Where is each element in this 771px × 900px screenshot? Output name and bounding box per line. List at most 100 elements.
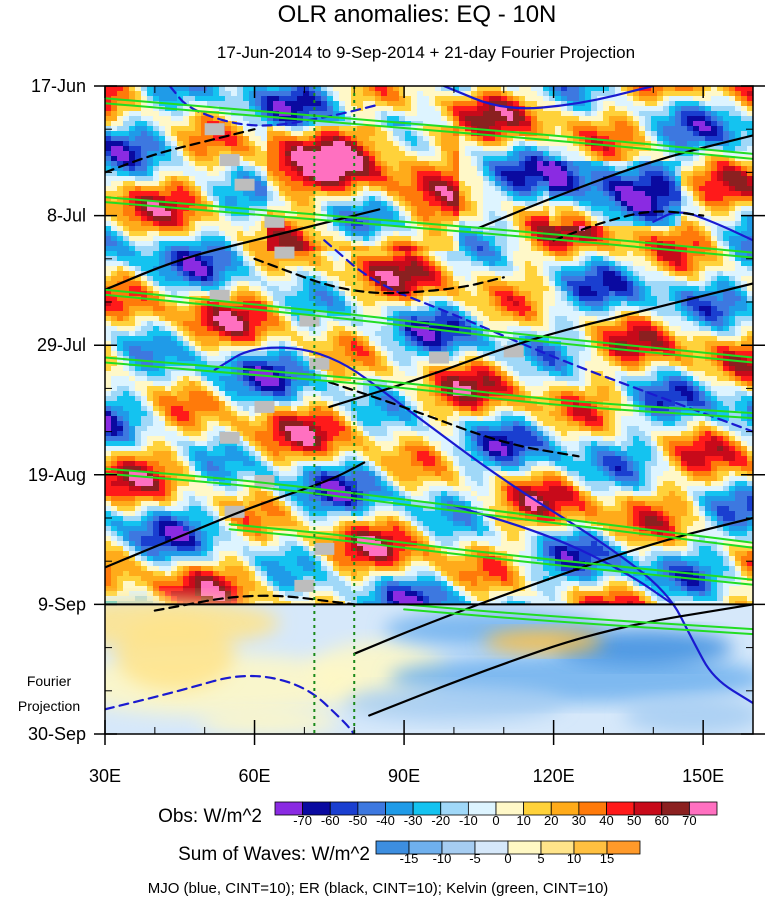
obs-cell xyxy=(195,266,202,272)
obs-cell xyxy=(231,136,238,142)
obs-cell xyxy=(387,216,394,222)
obs-cell xyxy=(507,261,514,267)
obs-cell xyxy=(717,191,724,197)
obs-cell xyxy=(273,256,280,262)
obs-cell xyxy=(657,91,664,97)
obs-cell xyxy=(507,216,514,222)
obs-cell xyxy=(381,136,388,142)
obs-cell xyxy=(633,171,640,177)
obs-cell xyxy=(555,181,562,187)
obs-cell xyxy=(747,271,753,277)
obs-cell xyxy=(489,121,496,127)
obs-cell xyxy=(243,316,250,322)
obs-cell xyxy=(687,301,694,307)
obs-cell xyxy=(435,271,442,277)
obs-cell xyxy=(273,156,280,162)
obs-cell xyxy=(531,221,538,227)
obs-cell xyxy=(513,141,520,147)
obs-cell xyxy=(159,246,166,252)
obs-cell xyxy=(369,156,376,162)
obs-cell xyxy=(375,311,382,317)
obs-cell xyxy=(555,101,562,107)
obs-cell xyxy=(591,156,598,162)
obs-cell xyxy=(195,171,202,177)
obs-cell xyxy=(573,181,580,187)
obs-cell xyxy=(441,116,448,122)
obs-cell xyxy=(315,171,322,177)
obs-cell xyxy=(153,181,160,187)
obs-cell xyxy=(519,171,526,177)
obs-cell xyxy=(285,226,292,232)
obs-cell xyxy=(183,261,190,267)
obs-cell xyxy=(747,91,753,97)
obs-cell xyxy=(249,201,256,207)
obs-cell xyxy=(729,311,736,317)
obs-cell xyxy=(549,261,556,267)
obs-cell xyxy=(429,131,436,137)
obs-cell xyxy=(291,276,298,282)
obs-cell xyxy=(387,191,394,197)
obs-cell xyxy=(747,121,753,127)
obs-cell xyxy=(237,196,244,202)
obs-cell xyxy=(705,176,712,182)
obs-cell xyxy=(555,301,562,307)
obs-cell xyxy=(483,261,490,267)
obs-cell xyxy=(465,291,472,297)
obs-cell xyxy=(357,186,364,192)
obs-cell xyxy=(237,266,244,272)
obs-cell xyxy=(123,106,130,112)
obs-cell xyxy=(591,271,598,277)
obs-cell xyxy=(327,111,334,117)
obs-cell xyxy=(429,151,436,157)
obs-cell xyxy=(597,156,604,162)
obs-cell xyxy=(531,146,538,152)
obs-cell xyxy=(405,96,412,102)
obs-cell xyxy=(417,251,424,257)
obs-cell xyxy=(243,251,250,257)
obs-cell xyxy=(249,281,256,287)
obs-cell xyxy=(273,146,280,152)
obs-cell xyxy=(123,266,130,272)
obs-cell xyxy=(501,96,508,102)
obs-cell xyxy=(225,176,232,182)
obs-cell xyxy=(633,266,640,272)
obs-cell xyxy=(135,306,142,312)
obs-cell xyxy=(429,196,436,202)
obs-cell xyxy=(249,121,256,127)
obs-cell xyxy=(351,111,358,117)
obs-cell xyxy=(615,236,622,242)
obs-cell xyxy=(531,86,538,92)
obs-cell xyxy=(249,196,256,202)
obs-cell xyxy=(171,261,178,267)
obs-cell xyxy=(609,261,616,267)
obs-cell xyxy=(213,251,220,257)
obs-cell xyxy=(585,276,592,282)
obs-cell xyxy=(543,206,550,212)
obs-cell xyxy=(309,146,316,152)
obs-cell xyxy=(333,186,340,192)
obs-cell xyxy=(465,141,472,147)
obs-cell xyxy=(417,191,424,197)
obs-cell xyxy=(645,256,652,262)
obs-cell xyxy=(243,106,250,112)
obs-cell xyxy=(663,211,670,217)
obs-cell xyxy=(375,91,382,97)
obs-cell xyxy=(633,186,640,192)
obs-cell xyxy=(603,306,610,312)
obs-cell xyxy=(681,241,688,247)
obs-cell xyxy=(165,201,172,207)
obs-cell xyxy=(597,246,604,252)
obs-cell xyxy=(747,196,753,202)
obs-cell xyxy=(129,91,136,97)
obs-cell xyxy=(123,91,130,97)
obs-cell xyxy=(507,246,514,252)
obs-cell xyxy=(639,96,646,102)
obs-cell xyxy=(447,126,454,132)
obs-cell xyxy=(363,301,370,307)
obs-cell xyxy=(471,116,478,122)
obs-cell xyxy=(165,121,172,127)
obs-cell xyxy=(273,296,280,302)
obs-cell xyxy=(267,91,274,97)
obs-cell xyxy=(207,86,214,92)
obs-cell xyxy=(579,231,586,237)
